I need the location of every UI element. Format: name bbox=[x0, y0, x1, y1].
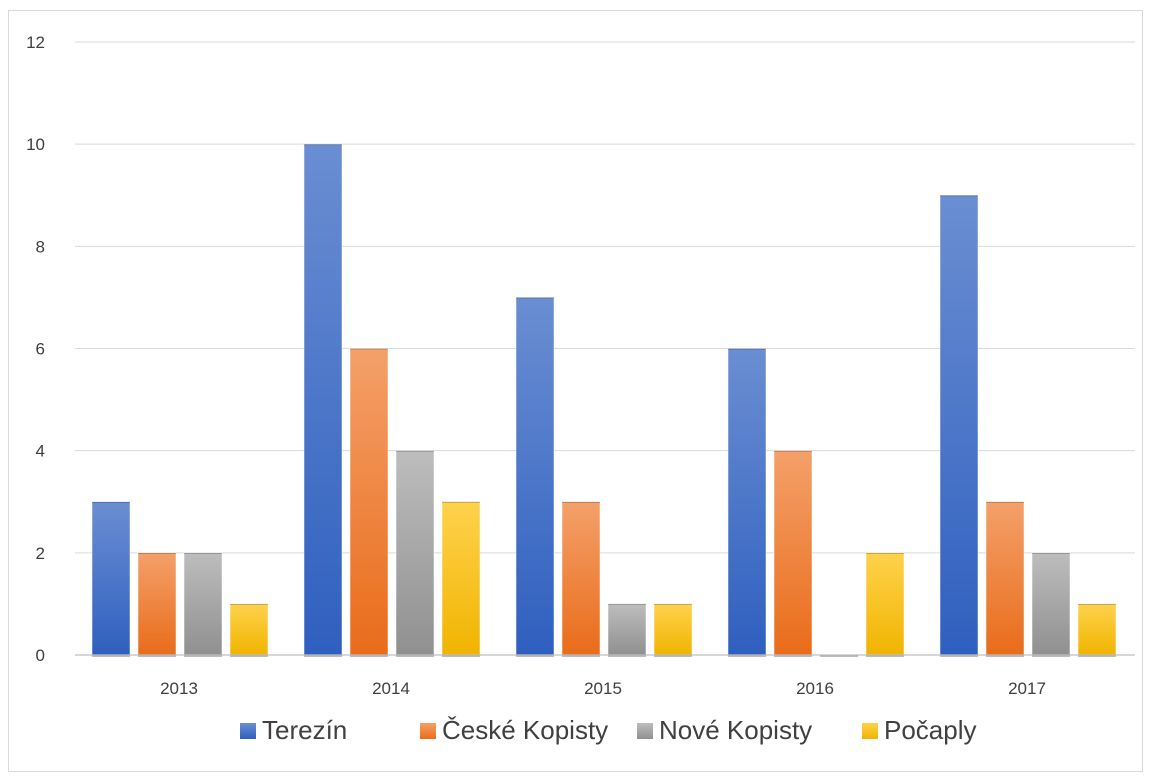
bar-2016-terezin bbox=[727, 348, 767, 656]
bar-2016-pocaply bbox=[865, 552, 905, 656]
bar-2017-terezin bbox=[939, 195, 979, 656]
y-tick-label: 0 bbox=[36, 646, 45, 665]
x-tick-label: 2013 bbox=[160, 679, 198, 698]
bar-2015-pocaply bbox=[653, 603, 693, 656]
bar-2014-pocaply bbox=[441, 501, 481, 656]
bar-2013-terezin bbox=[91, 501, 131, 656]
bars bbox=[91, 143, 1117, 657]
x-tick-label: 2016 bbox=[796, 679, 834, 698]
bar-2015-nove-kopisty bbox=[607, 603, 647, 656]
legend-label: Nové Kopisty bbox=[659, 715, 812, 745]
x-tick-label: 2017 bbox=[1008, 679, 1046, 698]
bar-2015-terezin bbox=[515, 297, 555, 656]
y-tick-label: 12 bbox=[26, 33, 45, 52]
y-tick-label: 8 bbox=[36, 237, 45, 256]
bar-2017-pocaply bbox=[1077, 603, 1117, 656]
x-tick-label: 2015 bbox=[584, 679, 622, 698]
bar-2014-nove-kopisty bbox=[395, 450, 435, 656]
bar-2017-nove-kopisty bbox=[1031, 552, 1071, 656]
x-tick-label: 2014 bbox=[372, 679, 410, 698]
legend-label: Terezín bbox=[262, 715, 347, 745]
bar-2013-nove-kopisty bbox=[183, 552, 223, 656]
bar-2015-ceske-kopisty bbox=[561, 501, 601, 656]
bar-2016-ceske-kopisty bbox=[773, 450, 813, 656]
legend-swatch bbox=[240, 723, 256, 739]
legend-item-ceske-kopisty: České Kopisty bbox=[420, 715, 608, 745]
y-tick-label: 6 bbox=[36, 340, 45, 359]
bar-2013-ceske-kopisty bbox=[137, 552, 177, 656]
bar-2017-ceske-kopisty bbox=[985, 501, 1025, 656]
bar-2013-pocaply bbox=[229, 603, 269, 656]
legend-item-nove-kopisty: Nové Kopisty bbox=[637, 715, 812, 745]
legend-item-terezin: Terezín bbox=[240, 715, 347, 745]
legend-swatch bbox=[637, 723, 653, 739]
legend: Terezín České Kopisty Nové Kopisty Počaply bbox=[240, 715, 977, 745]
y-tick-label: 2 bbox=[36, 544, 45, 563]
bar-2014-ceske-kopisty bbox=[349, 348, 389, 656]
y-tick-label: 4 bbox=[36, 442, 45, 461]
legend-label: Počaply bbox=[884, 715, 977, 745]
y-axis-tick-labels: 0 2 4 6 8 10 12 bbox=[26, 33, 45, 665]
x-axis-tick-labels: 2013 2014 2015 2016 2017 bbox=[160, 679, 1046, 698]
y-tick-label: 10 bbox=[26, 135, 45, 154]
legend-label: České Kopisty bbox=[442, 715, 608, 745]
legend-swatch bbox=[862, 723, 878, 739]
legend-item-pocaply: Počaply bbox=[862, 715, 977, 745]
bar-2014-terezin bbox=[303, 143, 343, 656]
legend-swatch bbox=[420, 723, 436, 739]
